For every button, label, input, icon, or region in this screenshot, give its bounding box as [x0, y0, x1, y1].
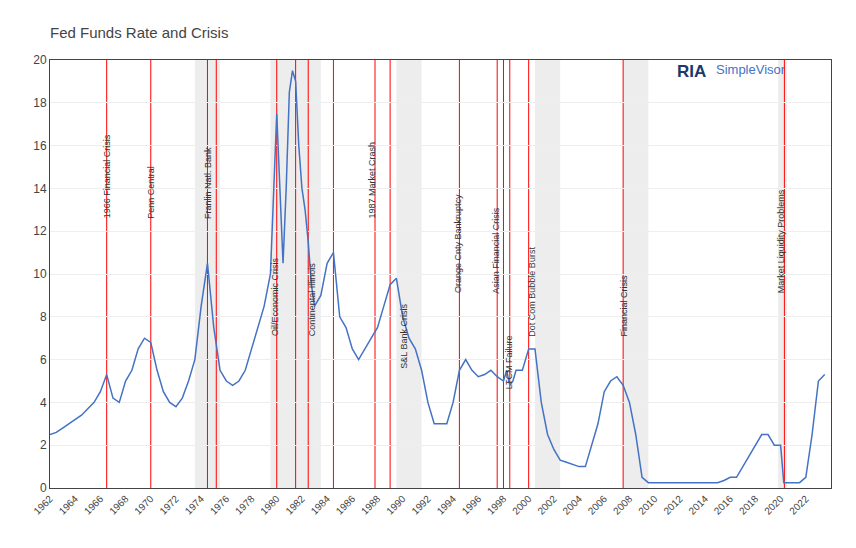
svg-text:2010: 2010: [636, 493, 660, 517]
svg-text:Penn Central: Penn Central: [146, 166, 156, 219]
svg-text:1984: 1984: [309, 493, 333, 517]
svg-text:18: 18: [33, 96, 47, 110]
svg-text:Dot Com Bubble Burst: Dot Com Bubble Burst: [527, 247, 537, 337]
svg-text:6: 6: [40, 353, 47, 367]
svg-text:Oil/Economic Crisis: Oil/Economic Crisis: [270, 257, 280, 336]
svg-text:SimpleVisor: SimpleVisor: [716, 62, 786, 77]
svg-text:Franlin Natl. Bank: Franlin Natl. Bank: [203, 147, 213, 219]
svg-text:0: 0: [40, 481, 47, 495]
svg-text:1976: 1976: [208, 493, 232, 517]
svg-text:2008: 2008: [611, 493, 635, 517]
svg-text:1978: 1978: [233, 493, 257, 517]
svg-text:Fed Funds Rate and Crisis: Fed Funds Rate and Crisis: [50, 24, 228, 41]
svg-text:2006: 2006: [586, 493, 610, 517]
svg-text:Market Liquidity Problems: Market Liquidity Problems: [776, 189, 786, 293]
svg-text:2004: 2004: [560, 493, 584, 517]
svg-text:2002: 2002: [535, 493, 559, 517]
svg-text:1964: 1964: [57, 493, 81, 517]
svg-text:1992: 1992: [409, 493, 433, 517]
svg-text:1994: 1994: [435, 493, 459, 517]
svg-text:2022: 2022: [787, 493, 811, 517]
svg-text:1986: 1986: [334, 493, 358, 517]
svg-text:2018: 2018: [737, 493, 761, 517]
svg-text:10: 10: [33, 267, 47, 281]
svg-text:Financial Crisis: Financial Crisis: [619, 275, 629, 337]
svg-text:1972: 1972: [157, 493, 181, 517]
svg-text:Orange Cnty Bankruptcy: Orange Cnty Bankruptcy: [453, 194, 463, 293]
svg-text:1990: 1990: [384, 493, 408, 517]
svg-text:1982: 1982: [283, 493, 307, 517]
svg-text:RIA: RIA: [677, 62, 706, 81]
svg-text:1980: 1980: [258, 493, 282, 517]
svg-text:2016: 2016: [712, 493, 736, 517]
svg-text:12: 12: [33, 224, 47, 238]
svg-text:1962: 1962: [31, 493, 55, 517]
svg-text:1987 Market Crash: 1987 Market Crash: [367, 142, 377, 219]
svg-text:LTCM Failure: LTCM Failure: [504, 335, 514, 389]
svg-text:8: 8: [40, 310, 47, 324]
svg-text:2000: 2000: [510, 493, 534, 517]
svg-text:4: 4: [40, 396, 47, 410]
svg-text:Continental Illinois: Continental Illinois: [307, 263, 317, 337]
svg-text:2: 2: [40, 438, 47, 452]
svg-text:1970: 1970: [132, 493, 156, 517]
svg-text:1988: 1988: [359, 493, 383, 517]
svg-text:2012: 2012: [661, 493, 685, 517]
svg-text:2020: 2020: [762, 493, 786, 517]
svg-text:Asian Financial Crisis: Asian Financial Crisis: [491, 207, 501, 294]
svg-text:1998: 1998: [485, 493, 509, 517]
svg-text:1996: 1996: [460, 493, 484, 517]
svg-text:1966: 1966: [82, 493, 106, 517]
svg-text:1966 Financial Crisis: 1966 Financial Crisis: [102, 134, 112, 218]
svg-text:2014: 2014: [686, 493, 710, 517]
svg-text:S&L Bank Crisis: S&L Bank Crisis: [399, 304, 409, 369]
svg-text:1974: 1974: [183, 493, 207, 517]
svg-text:16: 16: [33, 139, 47, 153]
svg-text:20: 20: [33, 53, 47, 67]
svg-text:14: 14: [33, 182, 47, 196]
svg-text:1968: 1968: [107, 493, 131, 517]
